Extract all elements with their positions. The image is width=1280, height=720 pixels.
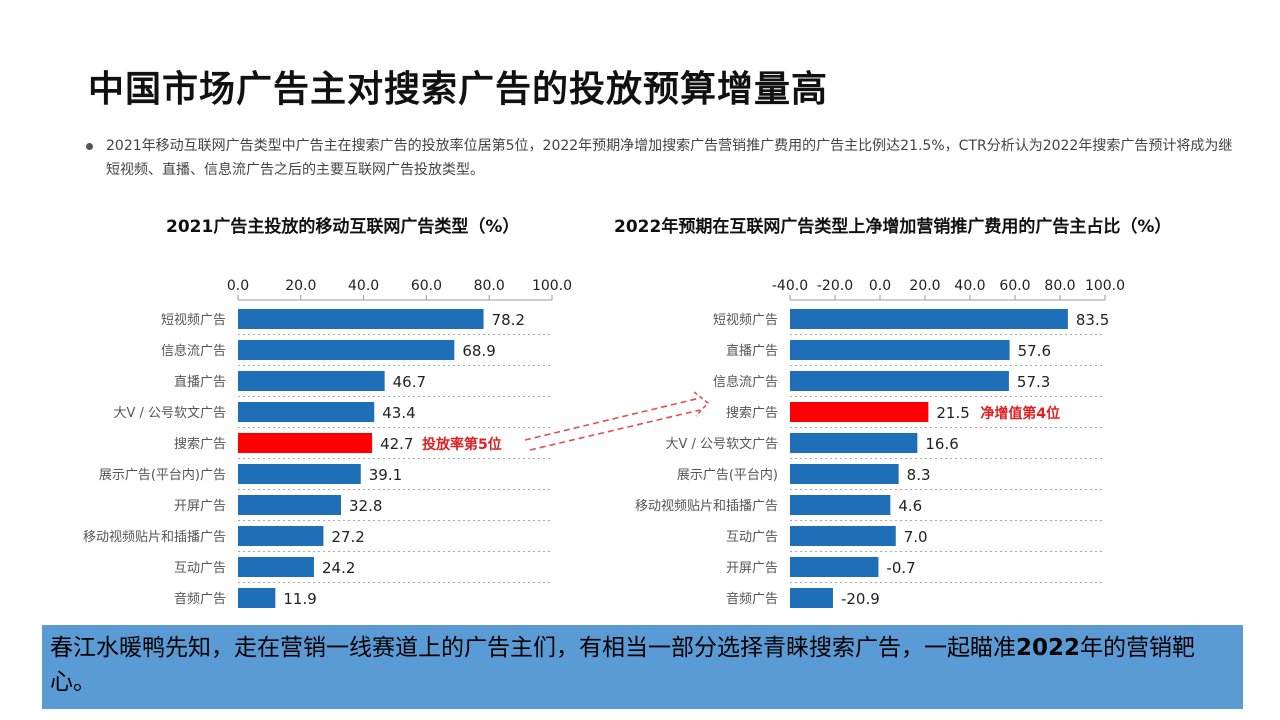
category-label: 开屏广告	[726, 561, 778, 576]
data-label: 16.6	[925, 435, 958, 453]
category-label: 直播广告	[174, 375, 226, 390]
x-tick-label: 60.0	[999, 278, 1030, 294]
data-label: 46.7	[393, 373, 426, 391]
category-label: 开屏广告	[174, 499, 226, 514]
rank-annotation: 净增值第4位	[980, 405, 1060, 422]
bar	[790, 588, 833, 608]
bar	[790, 433, 918, 453]
data-label: 57.6	[1018, 342, 1051, 360]
category-label: 展示广告(平台内)广告	[99, 467, 226, 483]
bar	[790, 340, 1010, 360]
caption-bold: 2022	[1016, 635, 1081, 661]
dashed-arrow-icon	[524, 397, 701, 451]
data-label: -0.7	[886, 559, 915, 577]
x-tick-label: 40.0	[348, 278, 379, 294]
bar	[238, 495, 341, 515]
bar	[238, 402, 375, 422]
rank-annotation: 投放率第5位	[422, 436, 502, 453]
x-tick-label: 0.0	[869, 278, 891, 294]
x-tick-label: 80.0	[1044, 278, 1075, 294]
bar	[238, 526, 324, 546]
data-label: 27.2	[331, 528, 364, 546]
category-label: 直播广告	[726, 344, 778, 359]
data-label: 8.3	[907, 466, 931, 484]
bar	[238, 588, 276, 608]
x-tick-label: -20.0	[817, 278, 853, 294]
bar	[790, 309, 1068, 329]
bullet-dot-icon	[86, 143, 93, 150]
category-label: 移动视频贴片和插播广告	[83, 530, 226, 545]
bar	[790, 557, 879, 577]
bar	[790, 371, 1009, 391]
data-label: -20.9	[841, 590, 880, 608]
category-label: 搜索广告	[726, 406, 778, 421]
x-tick-label: 100.0	[1085, 278, 1125, 294]
x-tick-label: 20.0	[909, 278, 940, 294]
bar	[238, 464, 361, 484]
bar	[790, 526, 896, 546]
category-label: 大V / 公号软文广告	[113, 406, 226, 421]
bar	[790, 464, 899, 484]
x-tick-label: 40.0	[954, 278, 985, 294]
x-tick-label: -40.0	[772, 278, 808, 294]
category-label: 音频广告	[174, 591, 226, 607]
data-label: 83.5	[1076, 311, 1109, 329]
category-label: 互动广告	[726, 530, 778, 545]
data-label: 21.5	[936, 404, 969, 422]
bar-highlight	[790, 402, 929, 422]
category-label: 短视频广告	[713, 313, 778, 328]
category-label: 信息流广告	[161, 343, 226, 359]
data-label: 24.2	[322, 559, 355, 577]
data-label: 39.1	[369, 466, 402, 484]
category-label: 信息流广告	[713, 374, 778, 390]
category-label: 短视频广告	[161, 313, 226, 328]
data-label: 68.9	[462, 342, 495, 360]
right-chart-title: 2022年预期在互联网广告类型上净增加营销推广费用的广告主占比（%）	[614, 217, 1172, 237]
x-tick-label: 20.0	[285, 278, 316, 294]
x-tick-label: 100.0	[532, 278, 572, 294]
category-label: 大V / 公号软文广告	[665, 437, 778, 452]
caption-part1: 春江水暖鸭先知，走在营销一线赛道上的广告主们，有相当一部分选择青睐搜索广告，一起…	[50, 635, 1016, 661]
data-label: 4.6	[898, 497, 922, 515]
arrow-head-icon	[693, 391, 710, 417]
data-label: 57.3	[1017, 373, 1050, 391]
x-tick-label: 80.0	[474, 278, 505, 294]
bar-highlight	[238, 433, 373, 453]
x-tick-label: 60.0	[411, 278, 442, 294]
data-label: 32.8	[349, 497, 382, 515]
data-label: 42.7	[380, 435, 413, 453]
bullet-text: 2021年移动互联网广告类型中广告主在搜索广告的投放率位居第5位，2022年预期…	[86, 134, 1236, 182]
data-label: 7.0	[904, 528, 928, 546]
bar	[238, 309, 484, 329]
left-chart-title: 2021广告主投放的移动互联网广告类型（%）	[166, 217, 520, 237]
bar	[790, 495, 891, 515]
data-label: 78.2	[492, 311, 525, 329]
data-label: 11.9	[283, 590, 316, 608]
slide-title: 中国市场广告主对搜索广告的投放预算增量高	[88, 69, 829, 110]
category-label: 搜索广告	[174, 437, 226, 452]
bar	[238, 557, 314, 577]
category-label: 移动视频贴片和插播广告	[635, 499, 778, 514]
bullet-text-content: 2021年移动互联网广告类型中广告主在搜索广告的投放率位居第5位，2022年预期…	[106, 138, 1233, 178]
category-label: 展示广告(平台内)	[677, 467, 778, 483]
caption-part2: 年的营销靶心。	[50, 635, 1196, 695]
category-label: 互动广告	[174, 561, 226, 576]
x-tick-label: 0.0	[227, 278, 249, 294]
data-label: 43.4	[382, 404, 415, 422]
caption-box: 春江水暖鸭先知，走在营销一线赛道上的广告主们，有相当一部分选择青睐搜索广告，一起…	[42, 625, 1243, 709]
bar	[238, 340, 455, 360]
bar	[238, 371, 385, 391]
category-label: 音频广告	[726, 591, 778, 607]
